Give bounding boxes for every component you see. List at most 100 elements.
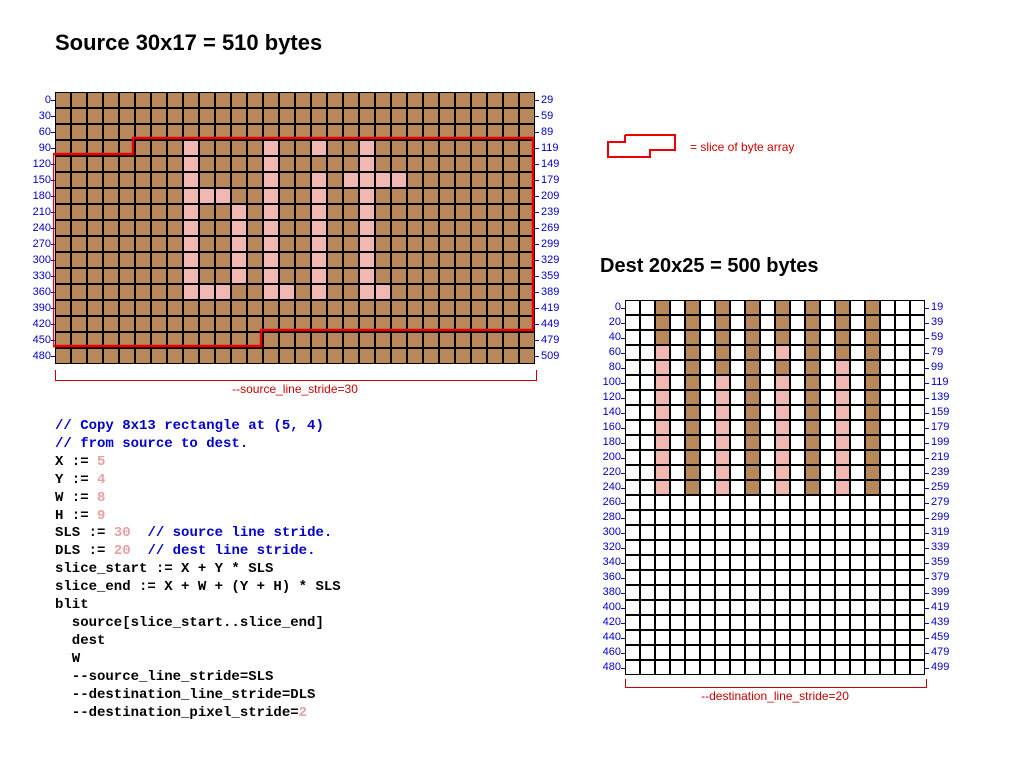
dest-grid-cells <box>625 300 925 675</box>
source-row-label-right: 179 <box>541 174 559 186</box>
dest-row-label-right: 399 <box>931 586 949 598</box>
dest-row-label-right: 19 <box>931 301 943 313</box>
source-title: Source 30x17 = 510 bytes <box>55 30 322 56</box>
dest-row-label-left: 60 <box>593 346 621 358</box>
dest-row-label-left: 180 <box>593 436 621 448</box>
dest-stride-label: --destination_line_stride=20 <box>625 689 925 703</box>
dest-row-label-left: 100 <box>593 376 621 388</box>
source-row-label-left: 0 <box>23 94 51 106</box>
source-row-label-left: 150 <box>23 174 51 186</box>
dest-row-label-right: 239 <box>931 466 949 478</box>
source-row-label-right: 359 <box>541 270 559 282</box>
source-row-label-right: 479 <box>541 334 559 346</box>
code-line: dest <box>55 633 341 651</box>
code-line: // Copy 8x13 rectangle at (5, 4) <box>55 418 341 436</box>
dest-row-label-left: 80 <box>593 361 621 373</box>
dest-row-label-left: 460 <box>593 646 621 658</box>
source-row-label-left: 330 <box>23 270 51 282</box>
dest-grid: 0204060801001201401601802002202402602803… <box>625 300 925 675</box>
source-row-label-left: 120 <box>23 158 51 170</box>
code-line: DLS := 20 // dest line stride. <box>55 543 341 561</box>
code-line: source[slice_start..slice_end] <box>55 615 341 633</box>
source-row-label-right: 149 <box>541 158 559 170</box>
dest-row-label-right: 339 <box>931 541 949 553</box>
source-row-label-left: 450 <box>23 334 51 346</box>
source-stride-bracket <box>55 370 537 381</box>
dest-stride-bracket <box>625 679 927 688</box>
dest-row-label-left: 400 <box>593 601 621 613</box>
source-row-label-right: 329 <box>541 254 559 266</box>
source-row-label-right: 29 <box>541 94 553 106</box>
code-line: --source_line_stride=SLS <box>55 669 341 687</box>
dest-row-label-right: 319 <box>931 526 949 538</box>
dest-row-label-right: 119 <box>931 376 949 388</box>
dest-row-label-left: 160 <box>593 421 621 433</box>
code-line: slice_start := X + Y * SLS <box>55 561 341 579</box>
source-row-label-left: 30 <box>23 110 51 122</box>
dest-row-label-right: 99 <box>931 361 943 373</box>
source-row-label-right: 449 <box>541 318 559 330</box>
dest-row-label-right: 499 <box>931 661 949 673</box>
dest-row-label-left: 20 <box>593 316 621 328</box>
dest-row-label-right: 479 <box>931 646 949 658</box>
legend-text: = slice of byte array <box>690 140 794 154</box>
code-line: W := 8 <box>55 490 341 508</box>
source-row-label-left: 390 <box>23 302 51 314</box>
dest-row-label-left: 320 <box>593 541 621 553</box>
code-line: blit <box>55 597 341 615</box>
source-row-label-left: 360 <box>23 286 51 298</box>
dest-row-label-left: 300 <box>593 526 621 538</box>
source-row-label-right: 299 <box>541 238 559 250</box>
dest-row-label-left: 260 <box>593 496 621 508</box>
dest-row-label-left: 440 <box>593 631 621 643</box>
dest-row-label-right: 139 <box>931 391 949 403</box>
dest-row-label-left: 340 <box>593 556 621 568</box>
dest-title: Dest 20x25 = 500 bytes <box>600 255 819 278</box>
code-line: --destination_pixel_stride=2 <box>55 705 341 723</box>
source-grid-cells <box>55 92 535 364</box>
code-line: W <box>55 651 341 669</box>
dest-row-label-left: 280 <box>593 511 621 523</box>
source-row-label-left: 270 <box>23 238 51 250</box>
dest-row-label-right: 179 <box>931 421 949 433</box>
code-line: slice_end := X + W + (Y + H) * SLS <box>55 579 341 597</box>
dest-row-label-left: 240 <box>593 481 621 493</box>
source-row-label-left: 60 <box>23 126 51 138</box>
dest-row-label-right: 59 <box>931 331 943 343</box>
code-line: Y := 4 <box>55 472 341 490</box>
source-row-label-right: 269 <box>541 222 559 234</box>
dest-row-label-right: 459 <box>931 631 949 643</box>
source-row-label-left: 210 <box>23 206 51 218</box>
legend-slice-icon <box>605 130 680 160</box>
dest-row-label-left: 0 <box>593 301 621 313</box>
source-row-label-right: 89 <box>541 126 553 138</box>
code-line: --destination_line_stride=DLS <box>55 687 341 705</box>
dest-row-label-left: 140 <box>593 406 621 418</box>
dest-row-label-right: 419 <box>931 601 949 613</box>
code-line: X := 5 <box>55 454 341 472</box>
source-row-label-left: 300 <box>23 254 51 266</box>
source-row-label-left: 480 <box>23 350 51 362</box>
dest-row-label-right: 359 <box>931 556 949 568</box>
dest-row-label-left: 480 <box>593 661 621 673</box>
dest-row-label-right: 299 <box>931 511 949 523</box>
dest-row-label-right: 279 <box>931 496 949 508</box>
code-line: SLS := 30 // source line stride. <box>55 525 341 543</box>
dest-row-label-right: 219 <box>931 451 949 463</box>
dest-row-label-left: 40 <box>593 331 621 343</box>
code-line: // from source to dest. <box>55 436 341 454</box>
dest-row-label-left: 420 <box>593 616 621 628</box>
source-row-label-right: 209 <box>541 190 559 202</box>
dest-row-label-right: 39 <box>931 316 943 328</box>
dest-row-label-left: 360 <box>593 571 621 583</box>
dest-row-label-right: 379 <box>931 571 949 583</box>
source-row-label-left: 420 <box>23 318 51 330</box>
code-block: // Copy 8x13 rectangle at (5, 4)// from … <box>55 418 341 722</box>
source-row-label-left: 90 <box>23 142 51 154</box>
source-row-label-right: 419 <box>541 302 559 314</box>
source-row-label-right: 389 <box>541 286 559 298</box>
source-row-label-right: 59 <box>541 110 553 122</box>
dest-row-label-left: 380 <box>593 586 621 598</box>
source-grid: 0306090120150180210240270300330360390420… <box>55 92 535 364</box>
dest-row-label-right: 159 <box>931 406 949 418</box>
